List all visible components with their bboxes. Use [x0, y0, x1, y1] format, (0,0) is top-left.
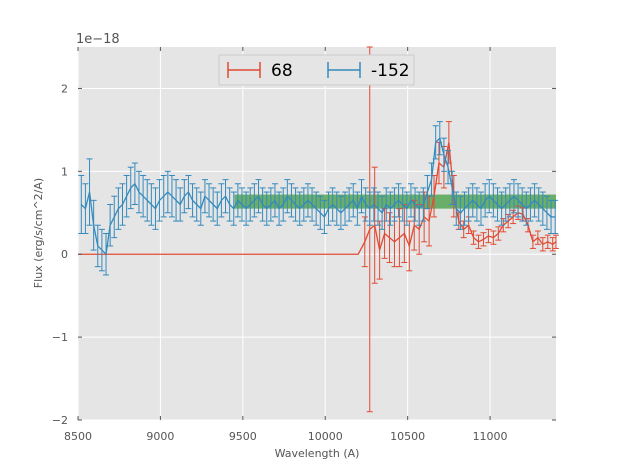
- y-tick-label: 2: [61, 82, 68, 95]
- x-tick-label: 9500: [229, 430, 257, 443]
- y-offset-label: 1e−18: [76, 32, 120, 47]
- y-tick-label: 1: [61, 165, 68, 178]
- x-tick-label: 10000: [308, 430, 343, 443]
- y-tick-label: −2: [52, 414, 68, 427]
- series-line: [80, 136, 556, 256]
- legend-item-68: 68: [227, 61, 293, 81]
- legend-item-minus-152: -152: [327, 61, 410, 81]
- x-tick-label: 8500: [64, 430, 92, 443]
- x-axis-label: Wavelength (A): [275, 447, 360, 460]
- y-tick-label: 0: [61, 248, 68, 261]
- legend-label-minus-152: -152: [371, 61, 410, 81]
- flux-band: [234, 194, 556, 209]
- plot-background: [78, 47, 556, 420]
- x-tick-label: 9000: [146, 430, 174, 443]
- data-series: [78, 46, 559, 413]
- legend: 68 -152: [218, 54, 415, 86]
- x-tick-label: 11000: [473, 430, 508, 443]
- band-rect: [234, 194, 556, 209]
- y-tick-label: −1: [52, 331, 68, 344]
- axis-ticks: 8500 9000 9500 10000 10500 11000 −2 −1 0 1 2: [52, 47, 556, 443]
- y-axis-label: Flux (erg/s/cm^2/A): [32, 178, 45, 288]
- x-tick-label: 10500: [390, 430, 425, 443]
- series-minus-152: [78, 121, 559, 276]
- legend-label-68: 68: [271, 61, 293, 81]
